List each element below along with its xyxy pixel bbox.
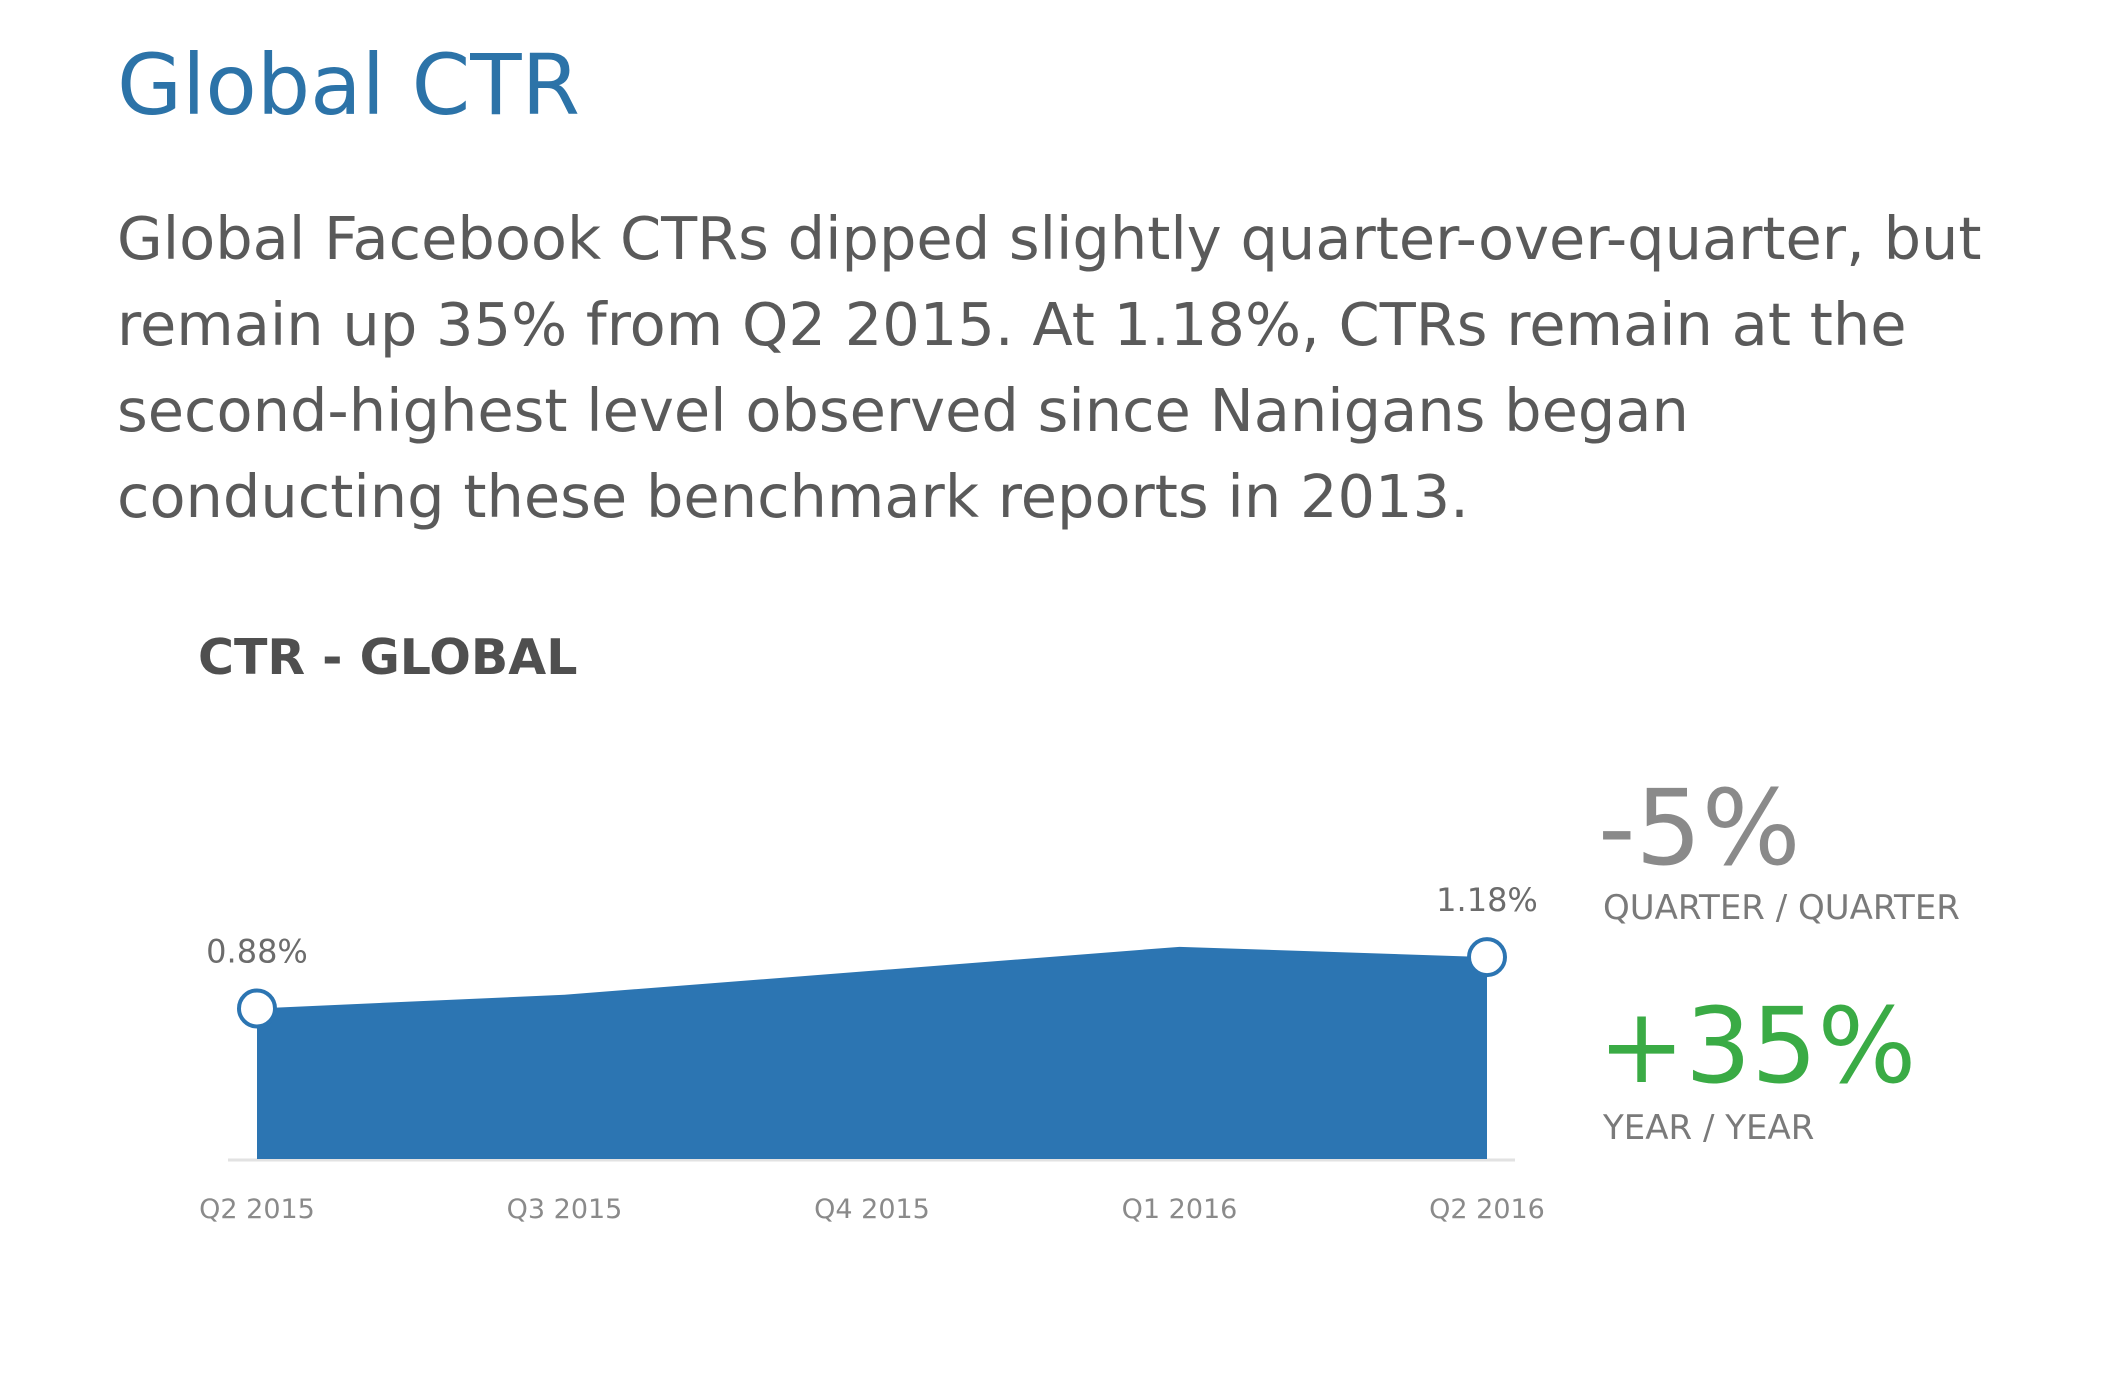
- intro-paragraph: Global Facebook CTRs dipped slightly qua…: [117, 204, 1982, 531]
- page-title: Global CTR: [117, 36, 580, 134]
- qoq-change-caption: QUARTER / QUARTER: [1603, 888, 1960, 928]
- ctr-area-series: [257, 946, 1487, 1159]
- data-label: 1.18%: [1436, 881, 1538, 919]
- chart-title: CTR - GLOBAL: [198, 629, 578, 686]
- x-tick-label: Q3 2015: [507, 1194, 623, 1225]
- plot-area: Q2 2015 Q3 2015 Q4 2015 Q1 2016 Q2 2016 0.88%…: [199, 881, 1545, 1225]
- qoq-change-value: -5%: [1598, 767, 1801, 889]
- yoy-change-caption: YEAR / YEAR: [1603, 1108, 1815, 1148]
- ctr-area-chart: Q2 2015 Q3 2015 Q4 2015 Q1 2016 Q2 2016 0.88%…: [199, 881, 1545, 1225]
- data-label: 0.88%: [206, 932, 308, 970]
- yoy-change-value: +35%: [1598, 985, 1917, 1107]
- x-tick-label: Q4 2015: [814, 1194, 930, 1225]
- x-tick-label: Q2 2015: [199, 1194, 315, 1225]
- data-point-marker: [237, 988, 277, 1029]
- x-tick-label: Q2 2016: [1429, 1194, 1545, 1225]
- x-tick-label: Q1 2016: [1122, 1194, 1238, 1225]
- data-point-marker: [1467, 937, 1507, 978]
